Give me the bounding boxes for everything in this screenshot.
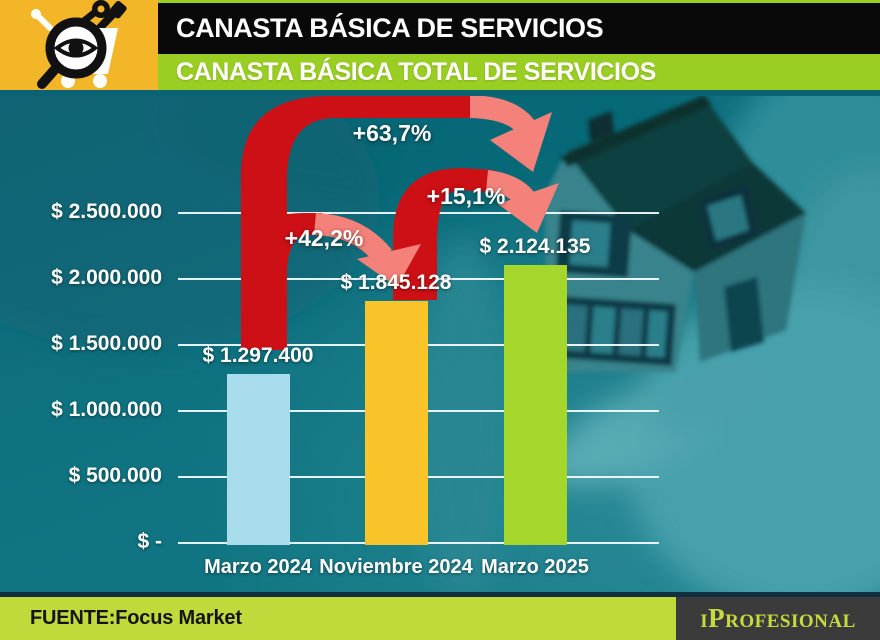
bar-noviembre-2024 — [365, 301, 428, 545]
x-tick-label: Marzo 2024 — [204, 556, 312, 578]
cart-magnifier-eye-icon — [31, 0, 127, 89]
hands-illustration — [0, 30, 880, 615]
header-logo-tile — [0, 0, 158, 90]
top-accent-strip — [0, 0, 880, 3]
model-house-illustration — [544, 95, 806, 372]
bar-value-label: $ 2.124.135 — [479, 235, 591, 258]
chart-title: CANASTA BÁSICA TOTAL DE SERVICIOS — [176, 57, 656, 86]
y-tick-label: $ 1.500.000 — [51, 332, 162, 355]
bar-marzo-2024 — [227, 374, 290, 545]
iprofesional-logo: iProfesional — [700, 603, 856, 633]
header-divider — [0, 90, 880, 96]
page-title: CANASTA BÁSICA DE SERVICIOS — [176, 13, 604, 43]
header-subtitle-bar: CANASTA BÁSICA TOTAL DE SERVICIOS — [158, 54, 880, 90]
pct-change-42-2: +42,2% — [284, 225, 364, 251]
bar-marzo-2025 — [504, 265, 567, 545]
y-tick-label: $ 1.000.000 — [51, 398, 162, 421]
pct-change-15-1: +15,1% — [426, 183, 506, 209]
y-tick-label: $ 2.500.000 — [51, 200, 162, 223]
gridline-2500000 — [178, 212, 659, 214]
y-tick-label: $ 500.000 — [68, 464, 162, 487]
bar-value-label: $ 1.297.400 — [202, 344, 314, 367]
y-tick-label: $ 2.000.000 — [51, 266, 162, 289]
iprofesional-logo-box: iProfesional — [676, 597, 880, 640]
header-title-bar: CANASTA BÁSICA DE SERVICIOS — [158, 3, 880, 54]
y-tick-label: $ - — [137, 530, 162, 553]
bar-value-label: $ 1.845.128 — [340, 271, 452, 294]
x-tick-label: Marzo 2025 — [481, 556, 589, 578]
source-label: FUENTE:Focus Market — [30, 607, 242, 629]
footer-source-bar: FUENTE:Focus Market — [0, 597, 676, 640]
pct-change-63-7: +63,7% — [352, 120, 432, 146]
